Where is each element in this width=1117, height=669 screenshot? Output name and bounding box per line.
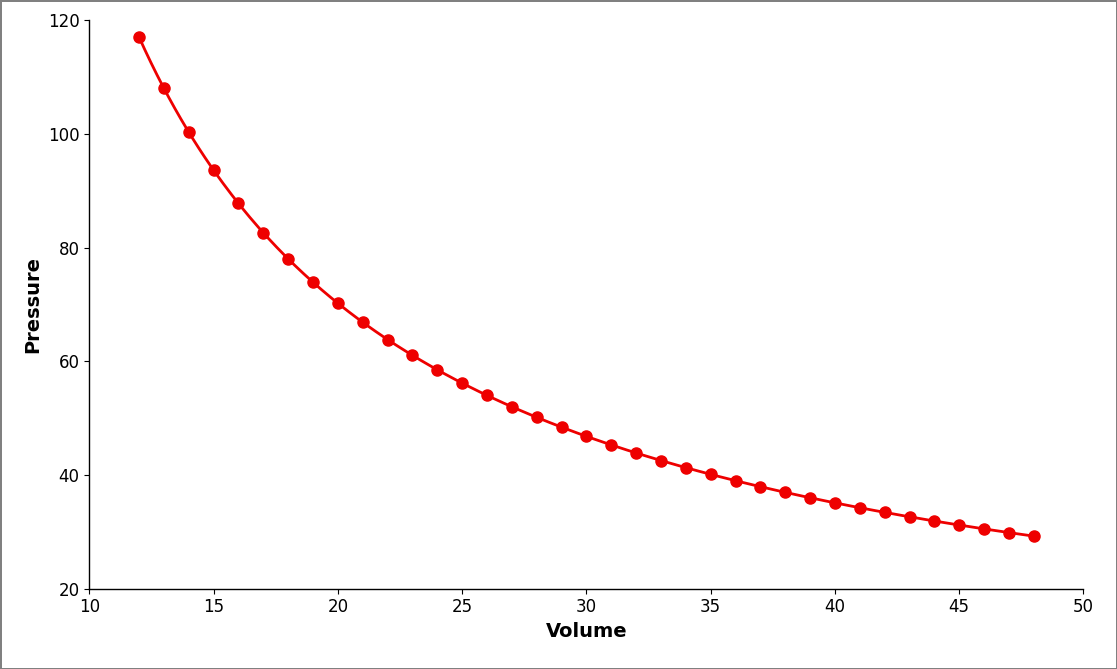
Y-axis label: Pressure: Pressure (23, 256, 42, 353)
X-axis label: Volume: Volume (545, 622, 628, 641)
